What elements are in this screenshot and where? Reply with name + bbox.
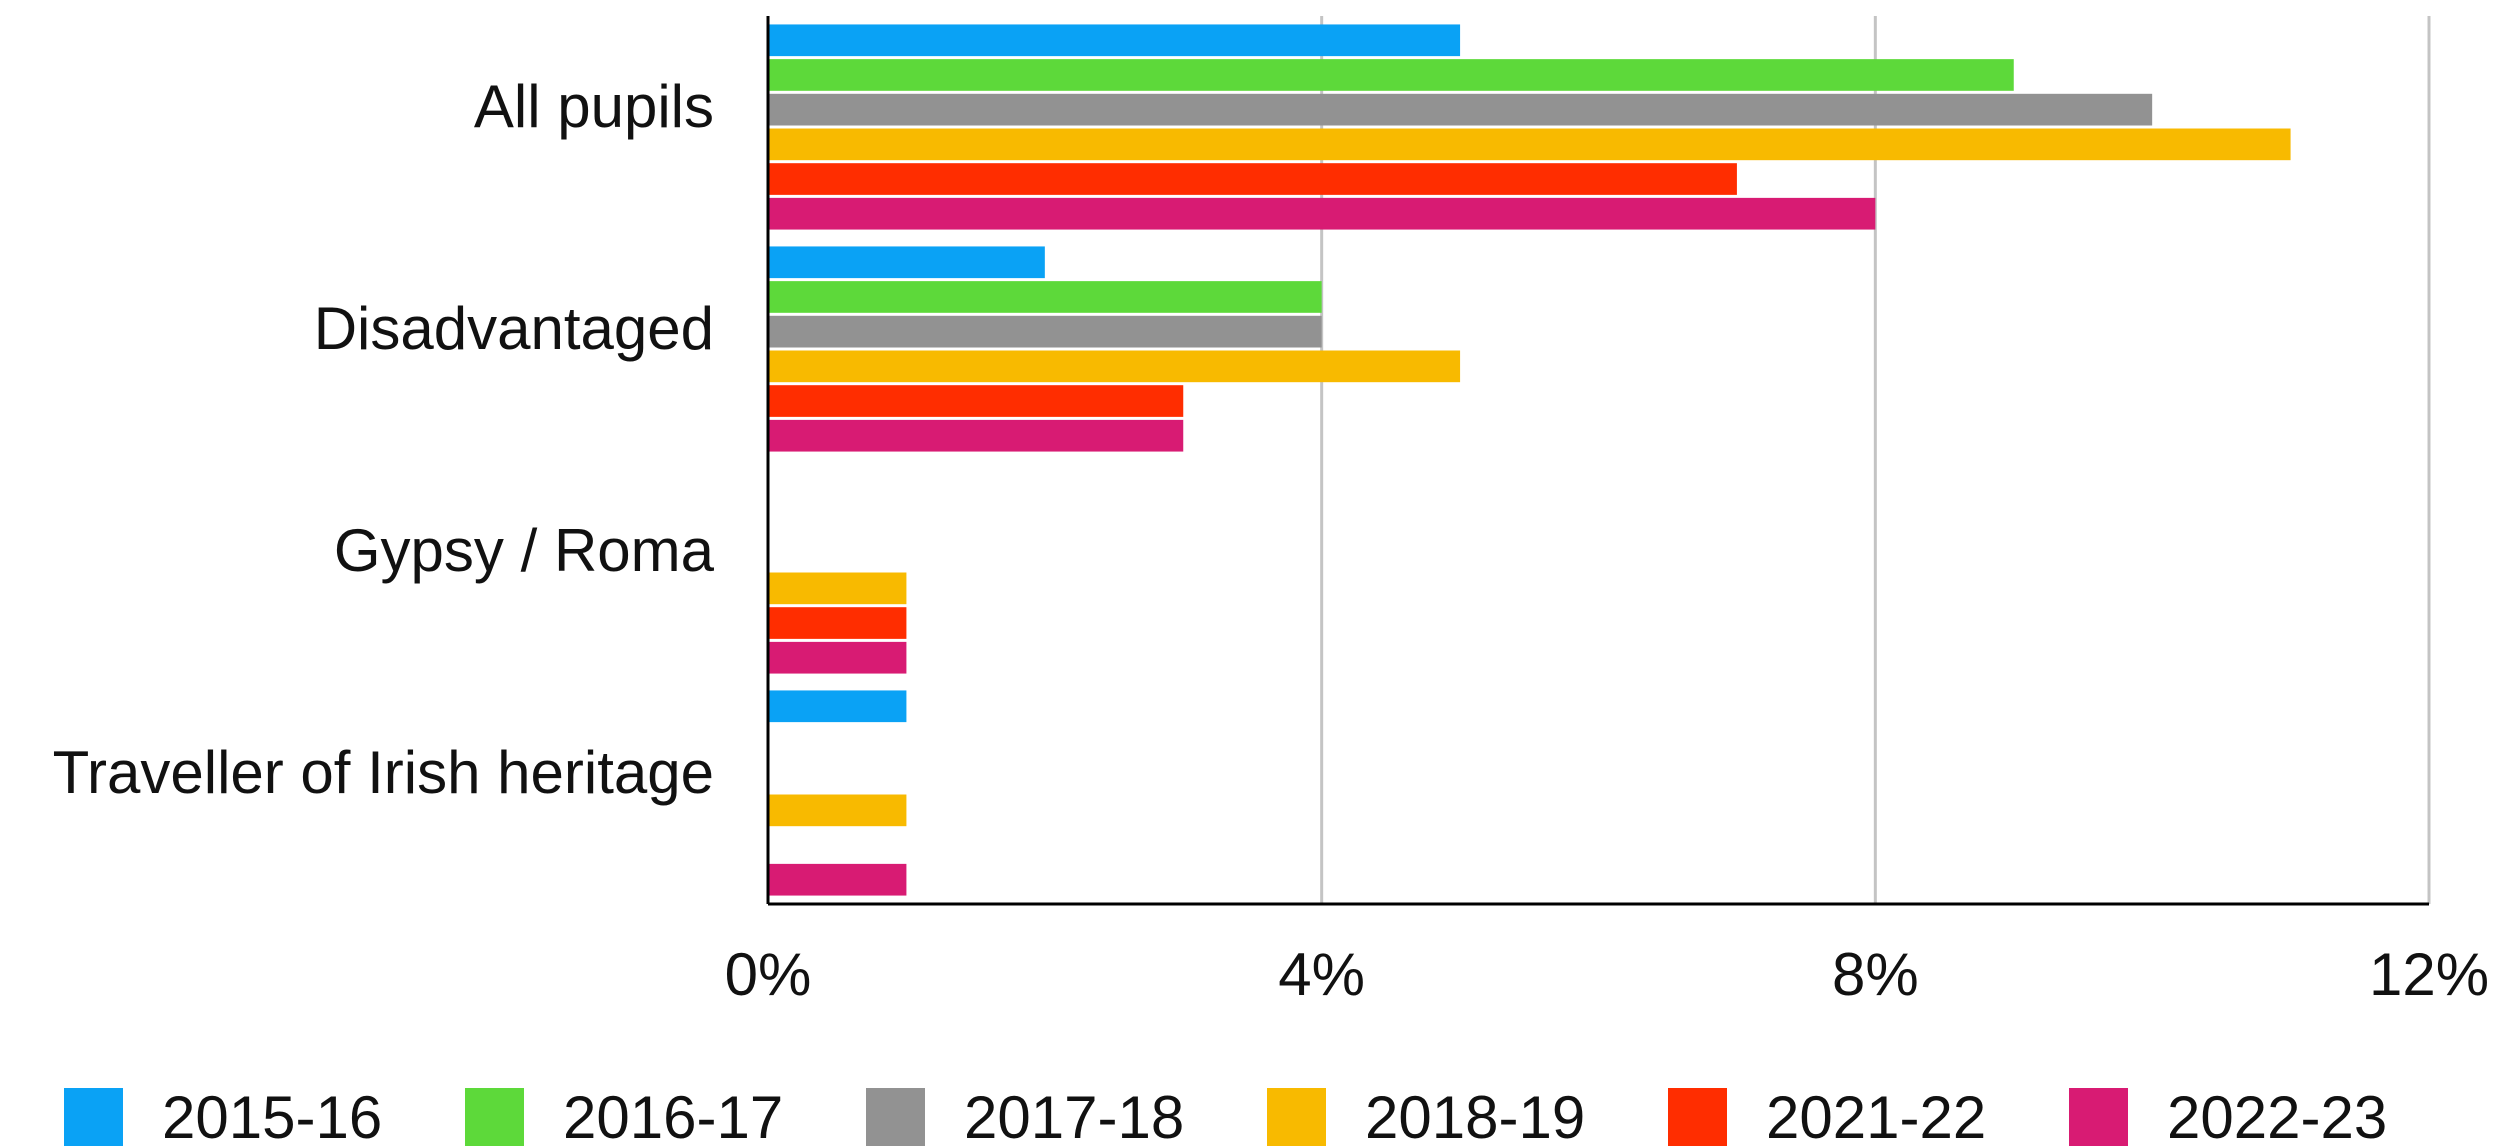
legend-label: 2017-18 [964,1084,1184,1146]
bar [768,93,2153,126]
legend-swatch [866,1088,925,1146]
bar [768,315,1322,348]
bar [768,128,2291,161]
x-tick-label: 12% [2369,941,2489,1008]
bar [768,350,1461,383]
x-tick-label: 4% [1278,941,1365,1008]
bar [768,690,907,723]
bar [768,641,907,674]
bar [768,24,1461,57]
legend-swatch [64,1088,123,1146]
y-tick-label: Traveller of Irish heritage [53,739,714,806]
y-tick-label: Gypsy / Roma [334,517,715,584]
legend-label: 2016-17 [563,1084,783,1146]
bar [768,572,907,605]
legend-label: 2018-19 [1365,1084,1585,1146]
bar [768,419,1184,452]
y-tick-label: Disadvantaged [314,295,714,362]
x-tick-label: 0% [725,941,812,1008]
legend-label: 2021-22 [1766,1084,1986,1146]
bar [768,246,1045,279]
bar [768,163,1737,195]
bar [768,385,1184,417]
bar [768,197,1876,230]
legend-swatch [2069,1088,2128,1146]
y-tick-label: All pupils [474,73,714,140]
bar [768,281,1322,313]
bar [768,794,907,827]
x-tick-label: 8% [1832,941,1919,1008]
bar [768,607,907,639]
legend-swatch [465,1088,524,1146]
legend-label: 2022-23 [2167,1084,2387,1146]
legend-label: 2015-16 [162,1084,382,1146]
bar [768,863,907,896]
legend-swatch [1267,1088,1326,1146]
bar [768,59,2014,91]
legend-swatch [1668,1088,1727,1146]
